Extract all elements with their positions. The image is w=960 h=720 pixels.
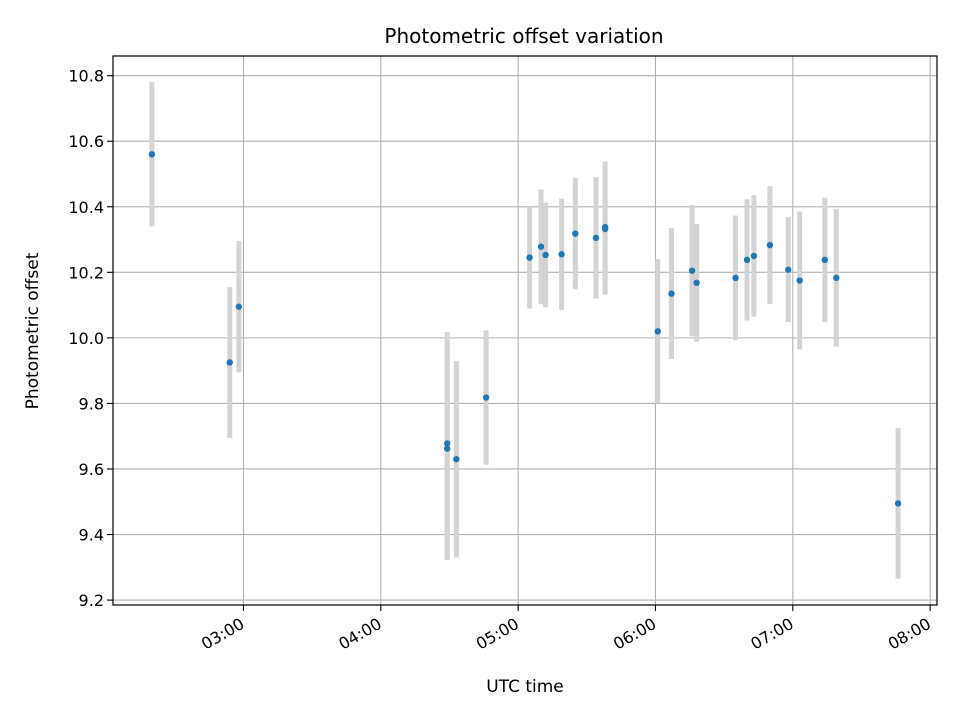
data-point — [796, 277, 803, 284]
y-tick-label: 9.6 — [79, 460, 104, 479]
data-point — [743, 256, 751, 264]
data-point — [785, 266, 792, 273]
data-point — [443, 440, 451, 447]
y-tick-label: 10.8 — [68, 67, 104, 86]
data-point — [821, 256, 829, 264]
y-tick-label: 10.0 — [68, 329, 104, 348]
y-tick-label: 9.4 — [79, 526, 104, 545]
data-point — [443, 445, 451, 452]
data-point — [526, 254, 533, 261]
data-point — [668, 290, 675, 297]
data-point — [750, 252, 758, 260]
data-point — [482, 394, 490, 401]
data-point — [235, 303, 243, 310]
data-point — [693, 279, 700, 287]
grid-lines — [113, 56, 937, 605]
y-tick-label: 10.4 — [68, 198, 104, 217]
data-point — [592, 234, 600, 242]
y-tick-label: 10.2 — [68, 263, 104, 282]
data-points — [148, 151, 902, 507]
data-point — [558, 251, 565, 258]
data-point — [654, 328, 661, 335]
chart-title: Photometric offset variation — [384, 24, 663, 48]
data-point — [148, 151, 156, 158]
data-point — [453, 455, 460, 463]
y-tick-label: 10.6 — [68, 132, 104, 151]
data-point — [732, 274, 739, 282]
y-axis-ticks: 9.2 9.4 9.6 9.8 10.0 10.2 10.4 10.6 10.8 — [68, 67, 113, 610]
y-tick-label: 9.8 — [79, 394, 104, 413]
plot-frame — [112, 55, 938, 606]
data-point — [226, 359, 233, 366]
x-axis-title: UTC time — [486, 677, 564, 697]
data-point — [833, 274, 840, 282]
y-tick-label: 9.2 — [79, 591, 104, 610]
data-point — [542, 251, 549, 259]
data-point — [766, 241, 774, 249]
data-point — [537, 243, 545, 250]
data-point — [601, 225, 609, 233]
y-axis-title: Photometric offset — [23, 252, 43, 409]
data-point — [688, 267, 696, 274]
data-point — [572, 230, 579, 237]
data-point — [894, 500, 902, 507]
